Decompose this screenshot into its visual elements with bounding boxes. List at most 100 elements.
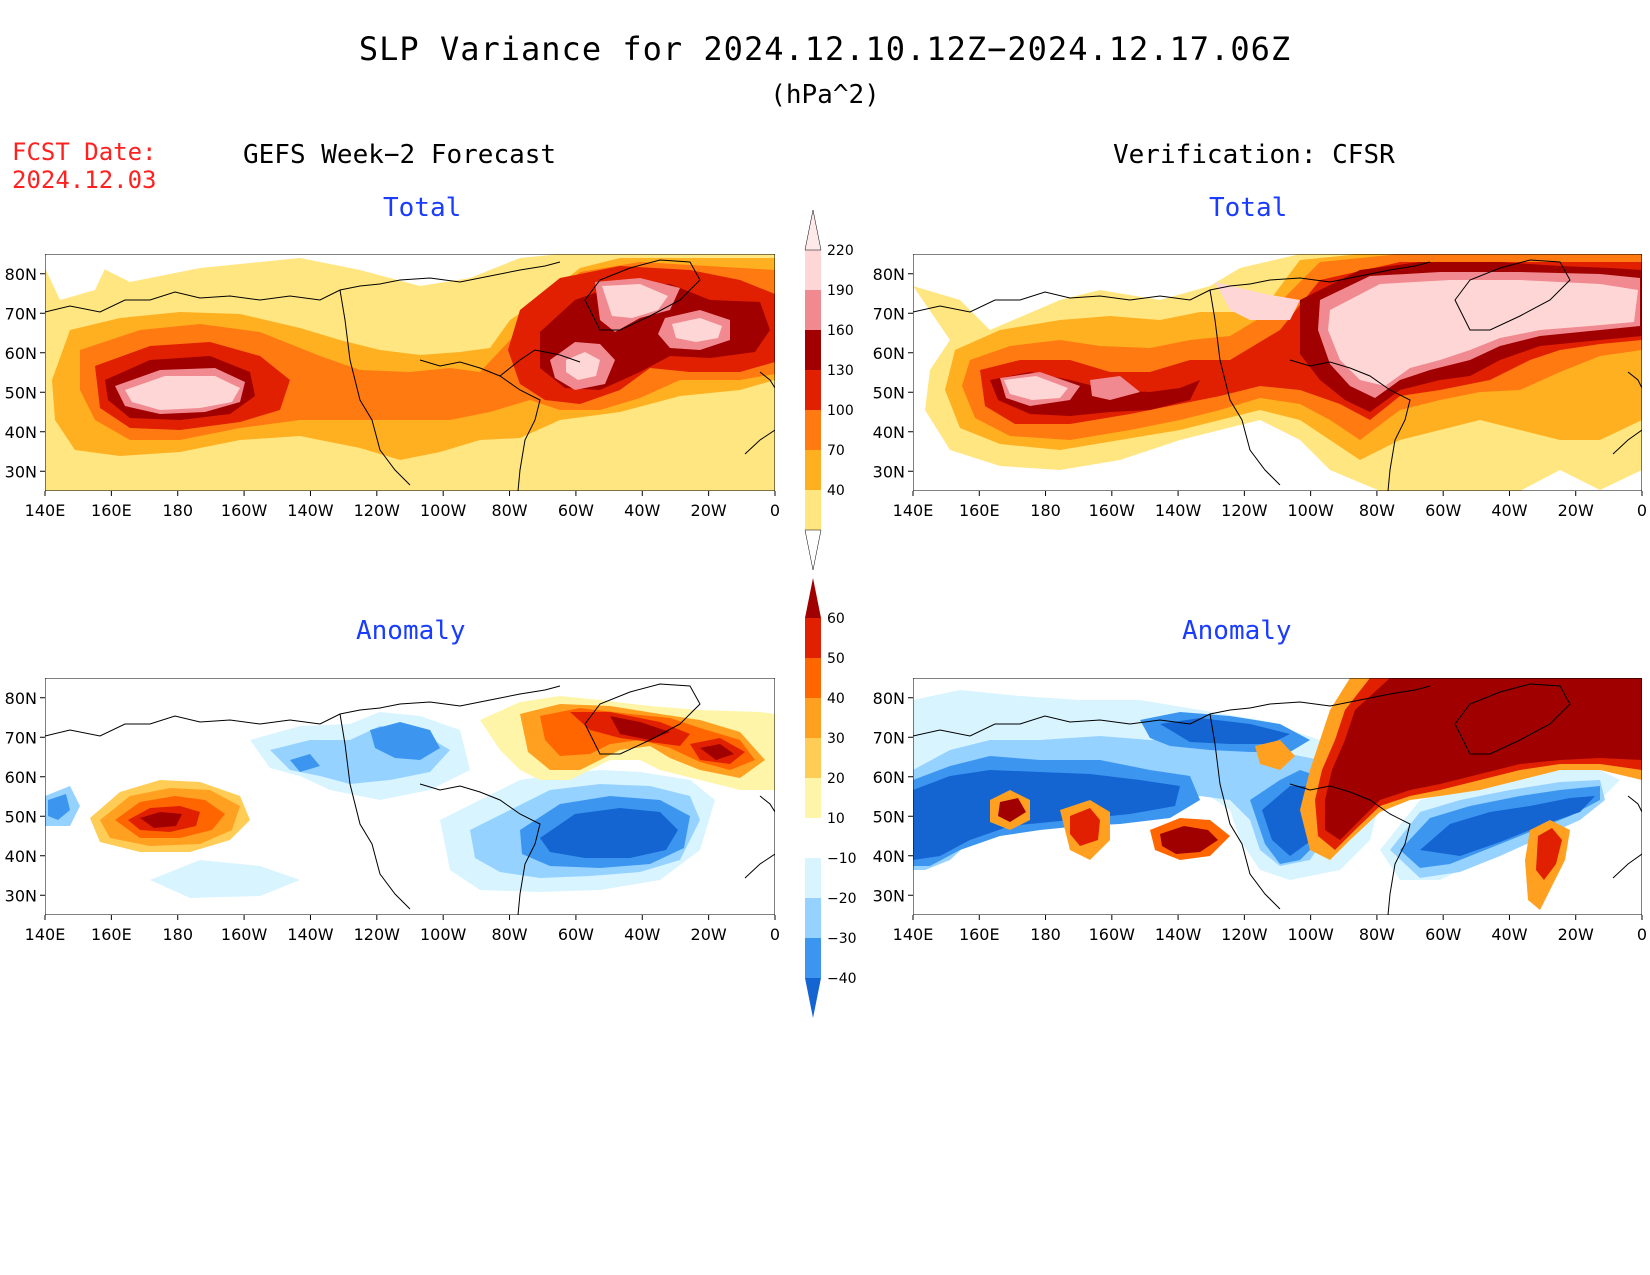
lon-tick-label: 160E <box>959 501 1000 520</box>
variance-contour <box>1328 280 1638 386</box>
ver-total-map <box>913 254 1642 491</box>
anomaly-contour <box>48 794 70 820</box>
lon-tick-label: 20W <box>691 925 727 944</box>
fcst-total-map <box>45 254 775 491</box>
variance-contour <box>125 376 240 410</box>
lon-tick-label: 140W <box>1155 925 1202 944</box>
lat-tick-label: 50N <box>873 807 905 826</box>
colorbar-swatch <box>805 738 821 778</box>
ver-total-title: Total <box>1209 193 1288 223</box>
colorbar-swatch <box>805 618 821 658</box>
colorbar-label: 40 <box>827 483 845 499</box>
lat-tick-label: 40N <box>873 423 905 442</box>
colorbar-label: 40 <box>827 691 845 707</box>
lon-tick-label: 120W <box>354 501 401 520</box>
lat-tick-label: 40N <box>5 423 37 442</box>
colorbar-label: −20 <box>827 891 857 907</box>
lon-tick-label: 180 <box>162 501 193 520</box>
anomaly-contour <box>140 812 182 828</box>
lat-tick-label: 30N <box>873 462 905 481</box>
lon-tick-label: 80W <box>1359 925 1395 944</box>
lon-tick-label: 180 <box>1030 925 1061 944</box>
colorbar-swatch <box>805 858 821 898</box>
lon-tick-label: 120W <box>1221 501 1268 520</box>
colorbar-label: −30 <box>827 931 857 947</box>
colorbar-label: 160 <box>827 323 854 339</box>
coastlines <box>913 259 1642 491</box>
lat-tick-label: 60N <box>5 344 37 363</box>
colorbar-end <box>804 529 822 571</box>
ver-anomaly-title: Anomaly <box>1182 616 1292 646</box>
anomaly-contour <box>998 798 1026 822</box>
colorbar-swatch <box>805 978 821 1018</box>
coastlines <box>45 683 775 915</box>
variance-contour <box>1215 282 1300 320</box>
lon-tick-label: 60W <box>558 501 594 520</box>
colorbar-label: 190 <box>827 283 854 299</box>
lat-tick-label: 70N <box>5 304 37 323</box>
forecast-column-title: GEFS Week−2 Forecast <box>243 140 557 170</box>
variance-contour <box>566 352 600 380</box>
lon-tick-label: 20W <box>1558 925 1594 944</box>
axes-layer: 80N 70N 60N 50N 40N 30N 140E 160E 180 160W 140W 120… <box>5 265 1647 944</box>
fcst-anomaly-title: Anomaly <box>356 616 466 646</box>
colorbar-swatch <box>805 698 821 738</box>
colorbar-swatch <box>805 370 821 410</box>
lon-tick-label: 0 <box>1637 925 1647 944</box>
colorbar-label: 220 <box>827 243 854 259</box>
anomaly-contour <box>290 754 320 772</box>
colorbar-label: −10 <box>827 851 857 867</box>
lon-tick-label: 80W <box>1359 501 1395 520</box>
lat-tick-label: 70N <box>873 728 905 747</box>
anomaly-contour <box>1325 678 1642 840</box>
anomaly-contour <box>1070 808 1100 846</box>
forecast-date-value: 2024.12.03 <box>12 166 157 194</box>
lon-tick-label: 160W <box>221 925 268 944</box>
lon-tick-label: 180 <box>162 925 193 944</box>
anomaly-contour <box>150 860 300 898</box>
anomaly-contour <box>700 744 734 760</box>
lat-tick-label: 60N <box>5 768 37 787</box>
anomaly-colorbar: 60 50 40 30 20 10 −10 −20 −30 −40 <box>805 578 857 1018</box>
lon-tick-label: 140W <box>287 501 334 520</box>
lon-tick-label: 160W <box>1089 501 1136 520</box>
lon-tick-label: 100W <box>420 925 467 944</box>
fcst-anomaly-map <box>45 678 775 915</box>
lon-tick-label: 160E <box>91 925 132 944</box>
lon-tick-label: 60W <box>558 925 594 944</box>
colorbar-swatch <box>804 209 822 251</box>
anomaly-contour <box>1255 740 1295 770</box>
colorbar-swatch <box>805 778 821 818</box>
colorbar-label: 130 <box>827 363 854 379</box>
lat-tick-label: 50N <box>873 383 905 402</box>
lon-tick-label: 140W <box>1155 501 1202 520</box>
lat-tick-label: 60N <box>873 768 905 787</box>
lon-tick-label: 60W <box>1425 501 1461 520</box>
colorbar-swatch <box>805 250 821 290</box>
lat-tick-label: 30N <box>5 462 37 481</box>
colorbar-label: 70 <box>827 443 845 459</box>
lon-tick-label: 0 <box>770 925 780 944</box>
lat-tick-label: 80N <box>5 265 37 284</box>
lon-tick-label: 40W <box>1491 501 1527 520</box>
lon-tick-label: 140W <box>287 925 334 944</box>
colorbar-label: 60 <box>827 611 845 627</box>
colorbar-swatch <box>805 898 821 938</box>
lon-tick-label: 0 <box>1637 501 1647 520</box>
lat-tick-label: 80N <box>5 689 37 708</box>
lat-tick-label: 70N <box>873 304 905 323</box>
figure-title: SLP Variance for 2024.12.10.12Z−2024.12.… <box>358 30 1292 68</box>
lon-tick-label: 180 <box>1030 501 1061 520</box>
coastlines <box>45 259 775 491</box>
ver-anomaly-map <box>913 678 1642 915</box>
variance-contour <box>672 318 722 342</box>
forecast-date-caption: FCST Date: <box>12 138 157 166</box>
lat-tick-label: 50N <box>5 807 37 826</box>
forecast-date-label: FCST Date: 2024.12.03 <box>12 138 157 194</box>
colorbar-swatch <box>805 290 821 330</box>
lon-tick-label: 140E <box>25 501 66 520</box>
lon-tick-label: 100W <box>1287 925 1334 944</box>
lat-tick-label: 70N <box>5 728 37 747</box>
colorbar-swatch <box>805 818 821 858</box>
lon-tick-label: 160W <box>221 501 268 520</box>
